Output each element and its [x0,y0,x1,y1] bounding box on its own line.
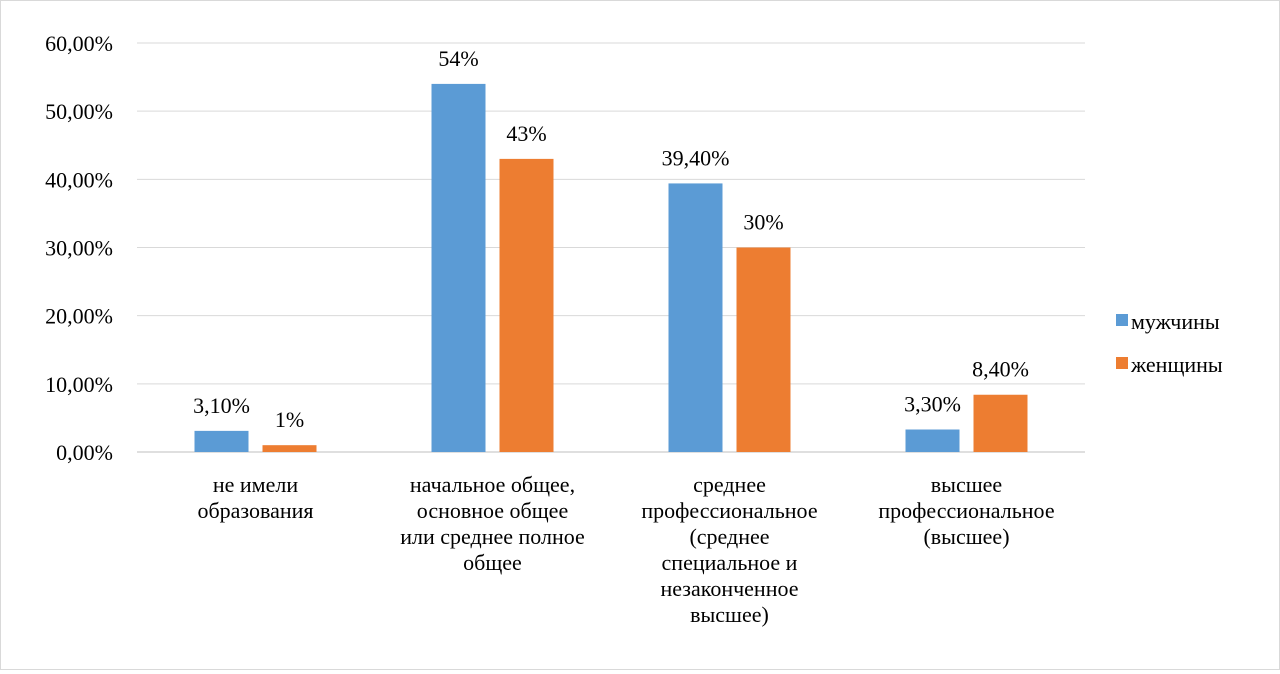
category-label: (среднее [689,524,769,549]
bar-men [668,183,723,452]
category-label: незаконченное [660,576,798,601]
category-label: основное общее [417,498,568,523]
bar-women [973,394,1028,452]
legend-label: женщины [1130,352,1223,377]
y-tick-label: 50,00% [45,99,113,124]
category-label: образования [197,498,313,523]
data-label: 54% [438,46,478,71]
category-label: не имели [213,472,298,497]
category-label: высшее [931,472,1002,497]
bar-men [431,83,486,453]
gridlines [137,42,1085,453]
legend-label: мужчины [1131,309,1220,334]
data-label: 1% [275,407,304,432]
data-label: 43% [506,121,546,146]
data-label: 3,30% [904,392,961,417]
category-label: профессиональное [641,498,817,523]
bar-men [194,430,249,452]
category-label: специальное и [662,550,798,575]
y-tick-label: 30,00% [45,236,113,261]
category-label: общее [463,550,522,575]
legend-swatch [1116,314,1128,326]
legend-swatch [1116,357,1128,369]
data-label: 39,40% [662,145,730,170]
category-label: начальное общее, [410,472,575,497]
category-label: высшее) [690,602,769,627]
category-label: (высшее) [923,524,1009,549]
bars [194,83,1028,453]
bar-women [499,158,554,452]
data-labels: 3,10% 54% 39,40% 3,30% 1% 43% 30% 8,40% [193,46,1029,432]
bar-men [905,429,960,452]
category-label: или среднее полное [400,524,585,549]
y-tick-label: 60,00% [45,31,113,56]
category-label: профессиональное [878,498,1054,523]
y-axis-ticks: 0,00% 10,00% 20,00% 30,00% 40,00% 50,00% 60,00… [45,31,113,465]
y-tick-label: 0,00% [56,440,113,465]
bar-women [262,445,317,452]
data-label: 30% [743,210,783,235]
category-label: среднее [693,472,766,497]
y-tick-label: 20,00% [45,304,113,329]
bar-women [736,247,791,452]
legend: мужчины женщины [1116,309,1223,377]
data-label: 3,10% [193,393,250,418]
y-tick-label: 40,00% [45,167,113,192]
y-tick-label: 10,00% [45,372,113,397]
data-label: 8,40% [972,357,1029,382]
